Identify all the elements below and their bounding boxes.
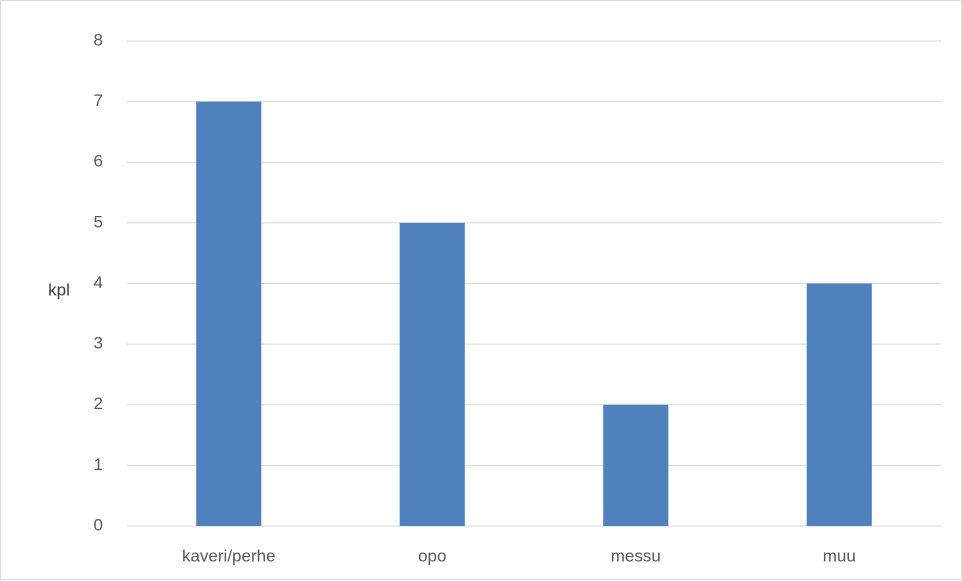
y-tick-label: 8 — [94, 30, 103, 49]
y-axis-title: kpl — [48, 280, 70, 299]
bar-opo — [399, 222, 465, 526]
x-tick-label: kaveri/perhe — [182, 546, 276, 565]
y-tick-label: 3 — [94, 334, 103, 353]
x-axis-ticks: kaveri/perhe opo messu muu — [182, 546, 856, 565]
y-tick-label: 5 — [94, 212, 103, 231]
x-tick-label: opo — [418, 546, 446, 565]
bar-kaveri-perhe — [196, 101, 262, 526]
y-tick-label: 6 — [94, 152, 103, 171]
y-tick-label: 1 — [94, 455, 103, 474]
y-tick-label: 0 — [94, 515, 103, 534]
gridlines — [127, 40, 941, 527]
bars — [196, 101, 872, 526]
x-tick-label: muu — [823, 546, 856, 565]
x-tick-label: messu — [611, 546, 661, 565]
y-axis-ticks: 0 1 2 3 4 5 6 7 8 — [94, 30, 103, 534]
y-tick-label: 4 — [94, 273, 103, 292]
y-tick-label: 2 — [94, 394, 103, 413]
bar-muu — [806, 283, 872, 526]
bar-messu — [603, 404, 669, 526]
y-tick-label: 7 — [94, 91, 103, 110]
